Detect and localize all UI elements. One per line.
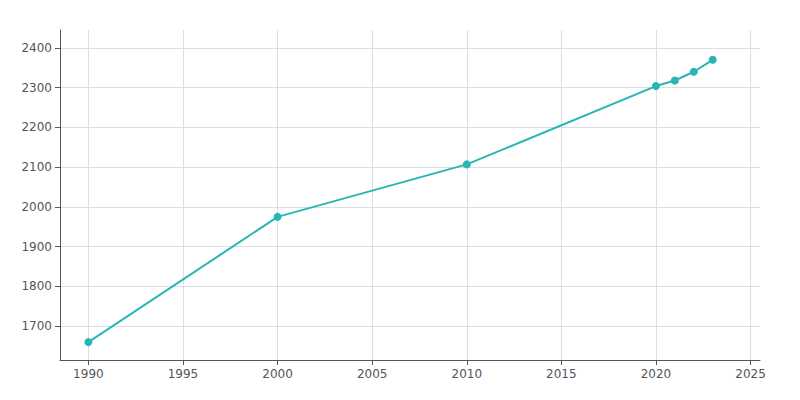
svg-text:1900: 1900: [21, 240, 52, 254]
svg-text:2200: 2200: [21, 120, 52, 134]
svg-text:2020: 2020: [641, 367, 672, 381]
svg-text:2000: 2000: [262, 367, 293, 381]
svg-text:2015: 2015: [546, 367, 577, 381]
svg-text:1990: 1990: [73, 367, 104, 381]
svg-text:2300: 2300: [21, 81, 52, 95]
svg-text:2005: 2005: [357, 367, 388, 381]
svg-text:1995: 1995: [168, 367, 199, 381]
svg-text:2010: 2010: [451, 367, 482, 381]
svg-text:2000: 2000: [21, 200, 52, 214]
svg-text:1700: 1700: [21, 319, 52, 333]
svg-text:2025: 2025: [735, 367, 766, 381]
svg-text:2400: 2400: [21, 41, 52, 55]
svg-text:2100: 2100: [21, 160, 52, 174]
svg-text:1800: 1800: [21, 279, 52, 293]
